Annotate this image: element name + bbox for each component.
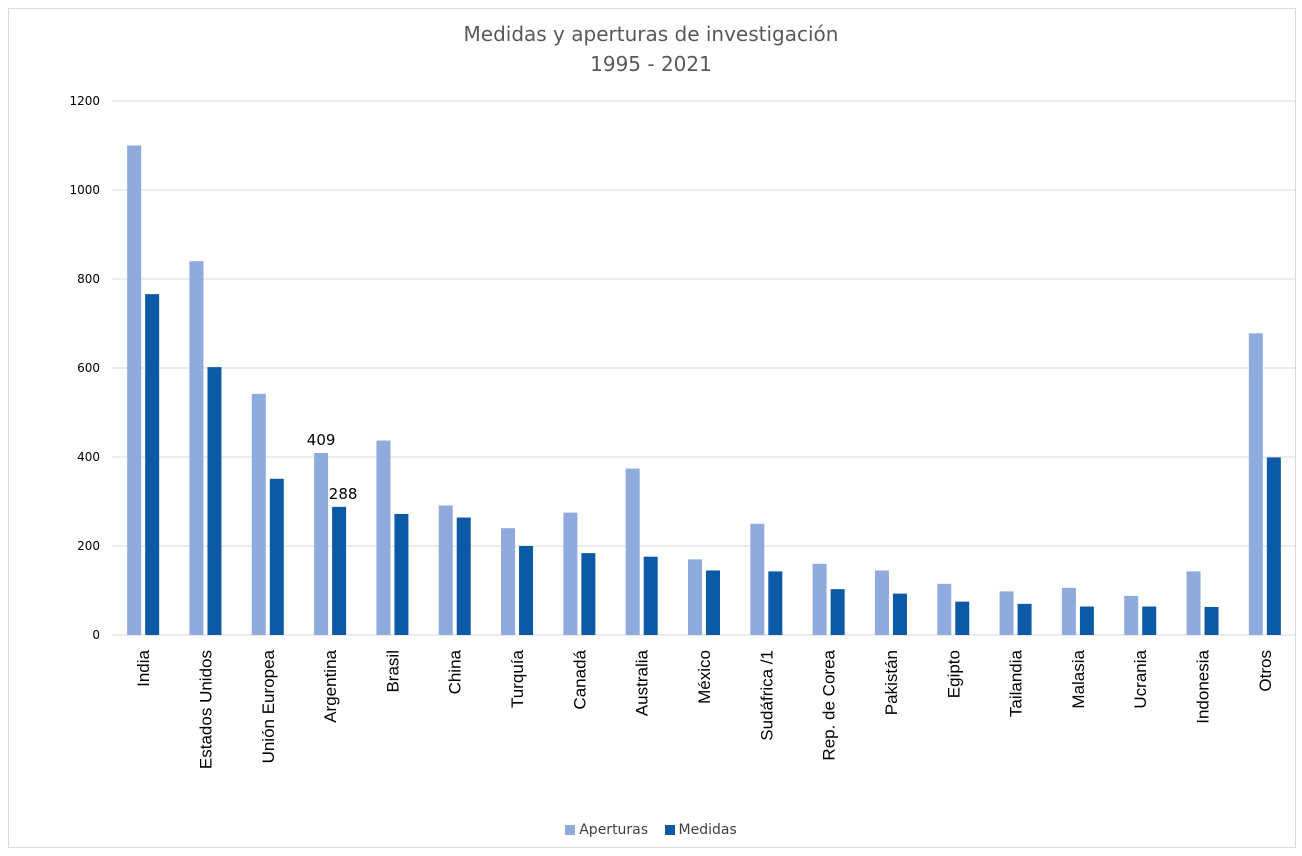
x-tick-label: Australia [633,649,652,716]
y-tick-label: 200 [77,539,100,553]
x-tick-label: China [446,649,465,694]
bar-medidas-18 [1266,457,1281,635]
gridlines [112,100,1296,636]
legend: Aperturas Medidas [0,822,1302,838]
x-tick-label: Argentina [321,649,340,722]
x-tick-label: Pakistán [882,650,901,715]
x-tick-label: Ucrania [1131,649,1150,708]
bar-medidas-1 [207,367,222,635]
x-tick-label: Sudáfrica /1 [757,650,776,741]
bar-medidas-5 [456,517,471,635]
bar-aperturas-5 [438,505,453,635]
bar-aperturas-10 [750,523,765,635]
bar-medidas-14 [1017,603,1032,635]
bar-aperturas-9 [688,559,702,635]
y-tick-label: 400 [77,450,100,464]
bar-medidas-12 [892,593,907,635]
x-tick-label: Tailandia [1007,649,1026,717]
legend-swatch-aperturas [565,825,576,835]
data-label: 288 [329,485,358,503]
legend-label-aperturas: Aperturas [579,822,649,838]
bar-aperturas-6 [501,528,516,635]
bar-medidas-9 [706,570,720,635]
x-tick-label: Turquía [508,649,527,708]
x-tick-label: Otros [1256,650,1275,692]
legend-item-aperturas: Aperturas [565,822,648,838]
x-tick-label: Canadá [570,649,589,709]
bar-aperturas-13 [937,583,952,635]
bar-medidas-17 [1204,606,1219,635]
x-tick-label: México [695,650,714,704]
bar-aperturas-0 [127,145,142,635]
bar-aperturas-2 [251,393,266,635]
bar-aperturas-1 [189,261,204,635]
bar-aperturas-7 [563,512,578,635]
bar-medidas-13 [955,601,970,635]
bar-aperturas-4 [376,440,391,635]
x-tick-label: Unión Europea [259,649,278,763]
bar-medidas-15 [1079,606,1094,635]
x-tick-label: Brasil [383,650,402,693]
y-tick-label: 1200 [69,94,100,108]
bar-aperturas-3 [314,452,329,635]
bar-aperturas-18 [1248,333,1263,635]
bar-medidas-0 [145,294,160,635]
x-axis-labels: India Estados Unidos Unión Europea Argentin… [134,649,1275,769]
chart-subtitle: 1995 - 2021 [590,52,712,76]
bar-medidas-6 [519,546,534,635]
y-tick-label: 800 [77,272,100,286]
data-labels: 409 288 [307,431,358,503]
bar-aperturas-16 [1124,595,1139,635]
legend-item-medidas: Medidas [664,822,737,838]
bar-medidas-16 [1142,606,1157,635]
bar-aperturas-17 [1186,571,1201,635]
y-tick-label: 600 [77,361,100,375]
chart-title: Medidas y aperturas de investigación [463,22,839,46]
x-tick-label: India [134,649,153,686]
bar-aperturas-8 [625,468,640,635]
bars [127,145,1281,635]
legend-label-medidas: Medidas [678,822,737,838]
bar-medidas-2 [269,478,284,635]
x-tick-label: Malasia [1069,649,1088,708]
data-label: 409 [307,431,336,449]
bar-medidas-3 [332,506,347,635]
bar-aperturas-11 [812,563,827,635]
x-tick-label: Egipto [944,650,963,698]
bar-aperturas-15 [1061,587,1076,635]
x-tick-label: Estados Unidos [196,650,215,769]
bar-aperturas-14 [999,591,1014,635]
chart-frame [8,8,1296,848]
bar-medidas-4 [394,513,409,635]
bar-medidas-10 [768,571,783,635]
y-axis-ticks: 0 200 400 600 800 1000 1200 [69,94,100,642]
y-tick-label: 0 [92,628,100,642]
y-tick-label: 1000 [69,183,100,197]
bar-aperturas-12 [874,570,889,635]
bar-medidas-11 [830,589,845,635]
legend-swatch-medidas [664,825,675,835]
x-tick-label: Indonesia [1194,649,1213,723]
bar-medidas-8 [643,556,658,635]
bar-medidas-7 [581,553,596,635]
x-tick-label: Rep. de Corea [820,649,839,760]
